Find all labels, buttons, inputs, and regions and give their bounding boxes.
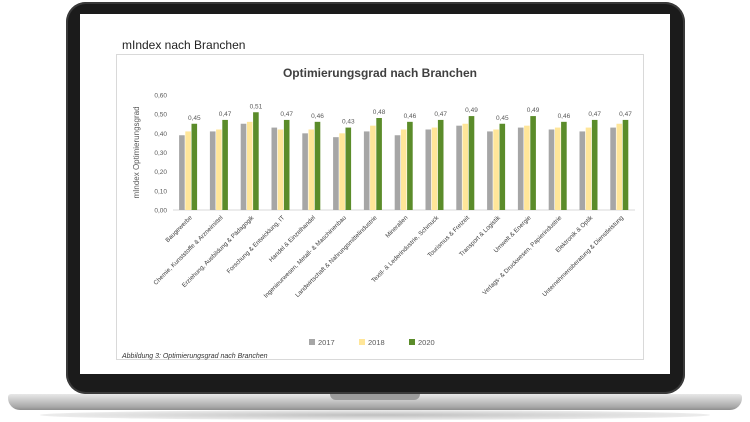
laptop-screen: mIndex nach Branchen Optimierungsgrad na…	[80, 14, 670, 374]
bar-2020	[530, 116, 536, 210]
data-label: 0,45	[496, 115, 509, 122]
y-tick-label: 0,40	[154, 131, 167, 138]
bar-2017	[271, 127, 278, 210]
bar-2018	[277, 129, 284, 210]
bar-2020	[191, 123, 198, 210]
bar-2018	[370, 125, 376, 210]
bar-2017	[302, 133, 308, 210]
category-label: Mineralien	[384, 214, 410, 240]
bar-2020	[345, 127, 352, 210]
data-label: 0,47	[588, 111, 601, 118]
laptop-base	[8, 394, 742, 410]
data-label: 0,49	[527, 107, 540, 114]
bar-2017	[209, 131, 216, 210]
category-label: Forschung & Entwicklung, IT	[226, 214, 287, 275]
figure-caption: Abbildung 3: Optimierungsgrad nach Branc…	[122, 353, 268, 360]
bar-2017	[456, 125, 462, 210]
data-label: 0,47	[434, 111, 447, 118]
page-heading: mIndex nach Branchen	[122, 38, 246, 52]
bar-2017	[610, 127, 616, 210]
y-tick-label: 0,10	[154, 188, 167, 195]
data-label: 0,46	[404, 113, 417, 120]
bar-2018	[431, 127, 438, 210]
legend-label: 2017	[318, 338, 335, 347]
data-label: 0,45	[188, 115, 201, 122]
bar-2018	[585, 127, 592, 210]
bar-2018	[616, 123, 623, 210]
legend-swatch-2017	[309, 339, 315, 345]
laptop-notch	[330, 394, 420, 400]
bar-2017	[517, 127, 524, 210]
y-axis-label: mIndex Optimierungsgrad	[132, 106, 141, 198]
legend-label: 2020	[418, 338, 435, 347]
data-label: 0,47	[280, 111, 293, 118]
bar-2017	[363, 131, 370, 210]
bar-2017	[394, 135, 401, 210]
data-label: 0,47	[219, 111, 232, 118]
bar-2020	[468, 116, 475, 210]
bar-2020	[376, 118, 382, 210]
data-label: 0,48	[373, 109, 386, 116]
bar-2020	[437, 119, 444, 210]
bar-2018	[185, 131, 191, 210]
chart-frame: Optimierungsgrad nach Branchen mIndex Opt…	[116, 54, 644, 360]
bar-2018	[554, 127, 561, 210]
bar-2020	[253, 112, 259, 210]
bar-2020	[622, 119, 629, 210]
data-label: 0,43	[342, 119, 355, 126]
bar-2017	[425, 129, 432, 210]
y-tick-label: 0,20	[154, 169, 167, 176]
bar-2020	[222, 119, 228, 210]
bar-2018	[493, 129, 499, 210]
bar-2020	[561, 121, 567, 210]
data-label: 0,49	[465, 107, 478, 114]
data-label: 0,46	[558, 113, 571, 120]
bar-2018	[462, 123, 469, 210]
bar-2017	[487, 131, 493, 210]
data-label: 0,46	[311, 113, 324, 120]
y-tick-label: 0,30	[154, 150, 167, 157]
y-tick-label: 0,50	[154, 112, 167, 119]
bar-2018	[246, 121, 253, 210]
bar-2017	[548, 129, 555, 210]
bar-2018	[400, 129, 407, 210]
y-tick-label: 0,60	[154, 93, 167, 100]
bar-2020	[314, 121, 321, 210]
bar-2020	[407, 121, 413, 210]
bar-2018	[339, 133, 345, 210]
category-label: Baugewerbe	[164, 214, 194, 244]
legend-swatch-2020	[409, 339, 415, 345]
bar-chart: Optimierungsgrad nach Branchen mIndex Opt…	[132, 66, 635, 347]
legend-swatch-2018	[359, 339, 365, 345]
chart-title: Optimierungsgrad nach Branchen	[283, 66, 477, 80]
bar-2017	[240, 123, 247, 210]
bar-2017	[579, 131, 586, 210]
data-label: 0,51	[250, 103, 263, 110]
y-tick-label: 0,00	[154, 208, 167, 215]
bar-2020	[283, 119, 290, 210]
bar-2017	[333, 137, 339, 210]
laptop-shadow	[40, 410, 710, 420]
legend-label: 2018	[368, 338, 385, 347]
bar-2017	[179, 135, 185, 210]
data-label: 0,47	[619, 111, 632, 118]
bar-2018	[308, 129, 315, 210]
bar-2018	[524, 125, 530, 210]
bar-2020	[591, 119, 598, 210]
bar-2020	[499, 123, 506, 210]
bar-2018	[216, 129, 222, 210]
